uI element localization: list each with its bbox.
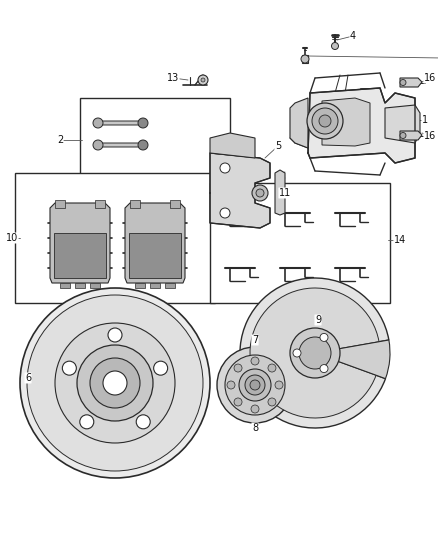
Circle shape — [108, 328, 122, 342]
Polygon shape — [302, 55, 308, 63]
Circle shape — [103, 371, 127, 395]
Polygon shape — [165, 283, 175, 288]
Bar — [80, 98, 230, 178]
Wedge shape — [250, 288, 379, 418]
Polygon shape — [400, 131, 422, 140]
Polygon shape — [125, 203, 185, 283]
Circle shape — [198, 75, 208, 85]
Polygon shape — [54, 233, 106, 278]
Circle shape — [400, 79, 406, 85]
Text: 16: 16 — [424, 131, 436, 141]
Circle shape — [77, 345, 153, 421]
Text: 11: 11 — [279, 188, 291, 198]
Circle shape — [138, 140, 148, 150]
Circle shape — [80, 415, 94, 429]
Circle shape — [251, 405, 259, 413]
Text: 9: 9 — [315, 315, 321, 325]
Polygon shape — [95, 143, 145, 147]
Wedge shape — [240, 278, 389, 428]
Circle shape — [320, 365, 328, 373]
Circle shape — [252, 185, 268, 201]
Circle shape — [299, 337, 331, 369]
Polygon shape — [75, 283, 85, 288]
Circle shape — [307, 103, 343, 139]
Bar — [15, 173, 215, 303]
Circle shape — [201, 78, 205, 82]
Polygon shape — [210, 153, 270, 228]
Text: 8: 8 — [252, 423, 258, 433]
Text: 1: 1 — [422, 115, 428, 125]
Polygon shape — [322, 98, 370, 146]
Polygon shape — [95, 200, 105, 208]
Circle shape — [220, 163, 230, 173]
Circle shape — [227, 381, 235, 389]
Circle shape — [251, 357, 259, 365]
Circle shape — [62, 361, 76, 375]
Polygon shape — [90, 283, 100, 288]
Text: 10: 10 — [6, 233, 18, 243]
Polygon shape — [308, 88, 415, 163]
Circle shape — [90, 358, 140, 408]
Circle shape — [220, 208, 230, 218]
Circle shape — [312, 108, 338, 134]
Circle shape — [256, 189, 264, 197]
Text: 6: 6 — [25, 373, 31, 383]
Circle shape — [136, 415, 150, 429]
Circle shape — [138, 118, 148, 128]
Polygon shape — [210, 133, 255, 158]
Bar — [210, 183, 390, 303]
Polygon shape — [385, 105, 420, 143]
Circle shape — [154, 361, 168, 375]
Polygon shape — [170, 200, 180, 208]
Circle shape — [239, 369, 271, 401]
Circle shape — [234, 364, 242, 372]
Circle shape — [290, 328, 340, 378]
Polygon shape — [400, 78, 422, 87]
Text: 13: 13 — [167, 73, 179, 83]
Circle shape — [93, 118, 103, 128]
Circle shape — [319, 115, 331, 127]
Circle shape — [400, 133, 406, 139]
Text: 2: 2 — [57, 135, 63, 145]
Circle shape — [93, 140, 103, 150]
Polygon shape — [50, 203, 110, 283]
Circle shape — [301, 55, 309, 63]
Circle shape — [217, 347, 293, 423]
Text: 14: 14 — [394, 235, 406, 245]
Circle shape — [268, 364, 276, 372]
Polygon shape — [60, 283, 70, 288]
Polygon shape — [55, 200, 65, 208]
Circle shape — [320, 334, 328, 342]
Circle shape — [20, 288, 210, 478]
Polygon shape — [275, 170, 285, 215]
Circle shape — [225, 355, 285, 415]
Text: 4: 4 — [350, 31, 356, 41]
Polygon shape — [95, 121, 145, 125]
Circle shape — [293, 349, 301, 357]
Circle shape — [332, 43, 339, 50]
Wedge shape — [315, 340, 390, 378]
Circle shape — [275, 381, 283, 389]
Circle shape — [234, 398, 242, 406]
Polygon shape — [129, 233, 181, 278]
Circle shape — [268, 398, 276, 406]
Circle shape — [55, 323, 175, 443]
Text: 7: 7 — [252, 335, 258, 345]
Polygon shape — [130, 200, 140, 208]
Polygon shape — [150, 283, 160, 288]
Text: 5: 5 — [275, 141, 281, 151]
Circle shape — [27, 295, 203, 471]
Polygon shape — [135, 283, 145, 288]
Circle shape — [250, 380, 260, 390]
Text: 16: 16 — [424, 73, 436, 83]
Polygon shape — [290, 98, 308, 148]
Circle shape — [245, 375, 265, 395]
